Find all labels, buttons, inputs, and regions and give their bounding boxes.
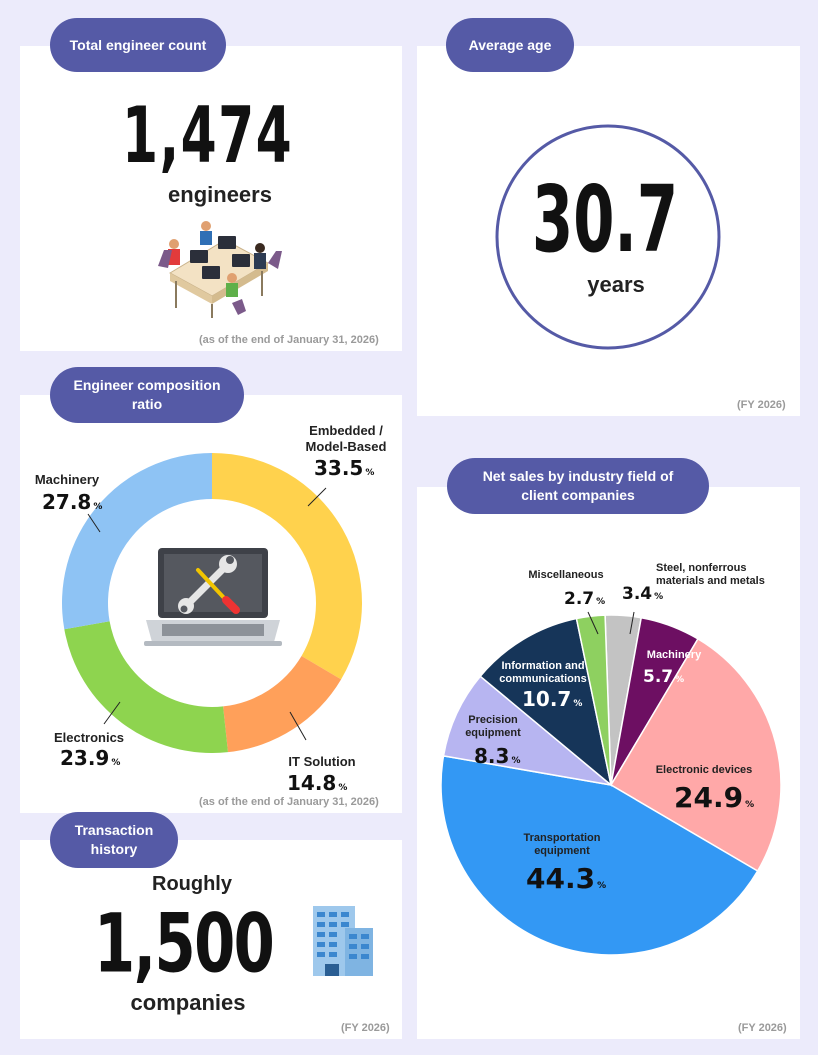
misc-label: Miscellaneous (528, 569, 604, 581)
electronic-devices-value: 24.9% (674, 781, 755, 814)
electronic-devices-label: Electronic devices (655, 764, 753, 776)
machinery-value: 27.8% (42, 490, 103, 514)
average-age-title: Average age (446, 18, 574, 72)
composition-title: Engineer composition ratio (50, 367, 244, 423)
machinery-label: Machinery (34, 472, 100, 487)
electronics-label: Electronics (53, 730, 125, 745)
transaction-title: Transaction history (50, 812, 178, 868)
machinery-sales-value: 5.7% (643, 667, 685, 687)
electronics-value: 23.9% (60, 746, 121, 770)
slice-precision (442, 675, 614, 787)
slice-electronic-devices (609, 637, 781, 873)
steel-value: 3.4% (622, 584, 664, 604)
it-solution-value: 14.8% (287, 771, 348, 795)
slice-transportation (441, 754, 759, 955)
slice-it-solution (223, 655, 342, 753)
steel-label: Steel, nonferrous materials and metals (656, 562, 765, 587)
net-sales-pie-chart (441, 615, 781, 955)
slice-embedded (212, 453, 362, 680)
building-icon (313, 906, 373, 976)
office-workers-illustration (158, 221, 282, 318)
average-age-ring (495, 124, 721, 350)
precision-value: 8.3% (474, 744, 521, 768)
embedded-label: Embedded / Model-Based (305, 423, 387, 454)
transportation-label: Transportation equipment (523, 832, 601, 857)
engineer-count-unit: engineers (168, 182, 272, 207)
misc-value: 2.7% (564, 589, 606, 609)
composition-donut-chart (62, 453, 362, 753)
transaction-note: (FY 2026) (341, 1022, 390, 1034)
slice-machinery (62, 453, 212, 630)
net-sales-note: (FY 2026) (738, 1022, 787, 1034)
transaction-value: 1,500 (94, 896, 275, 992)
info-comm-value: 10.7% (522, 687, 583, 711)
average-age-card (417, 46, 800, 416)
engineer-count-note: (as of the end of January 31, 2026) (199, 334, 379, 346)
average-age-value: 30.7 (532, 165, 679, 273)
machinery-sales-label: Machinery (646, 649, 702, 661)
slice-electronics (64, 621, 228, 753)
embedded-value: 33.5% (314, 456, 375, 480)
composition-note: (as of the end of January 31, 2026) (199, 796, 379, 808)
transportation-value: 44.3% (526, 862, 607, 895)
slice-info-comm (479, 617, 613, 787)
laptop-tools-icon (144, 548, 282, 646)
engineer-count-title: Total engineer count (50, 18, 226, 72)
engineer-count-value: 1,474 (122, 89, 294, 181)
transaction-unit: companies (130, 990, 246, 1015)
slice-misc (575, 615, 612, 786)
net-sales-title: Net sales by industry field of client co… (447, 458, 709, 514)
info-comm-label: Information and communications (499, 660, 587, 685)
it-solution-label: IT Solution (288, 754, 356, 769)
transaction-prefix: Roughly (152, 873, 232, 895)
precision-label: Precision equipment (465, 714, 521, 739)
average-age-note: (FY 2026) (737, 399, 786, 411)
average-age-unit: years (587, 272, 645, 297)
